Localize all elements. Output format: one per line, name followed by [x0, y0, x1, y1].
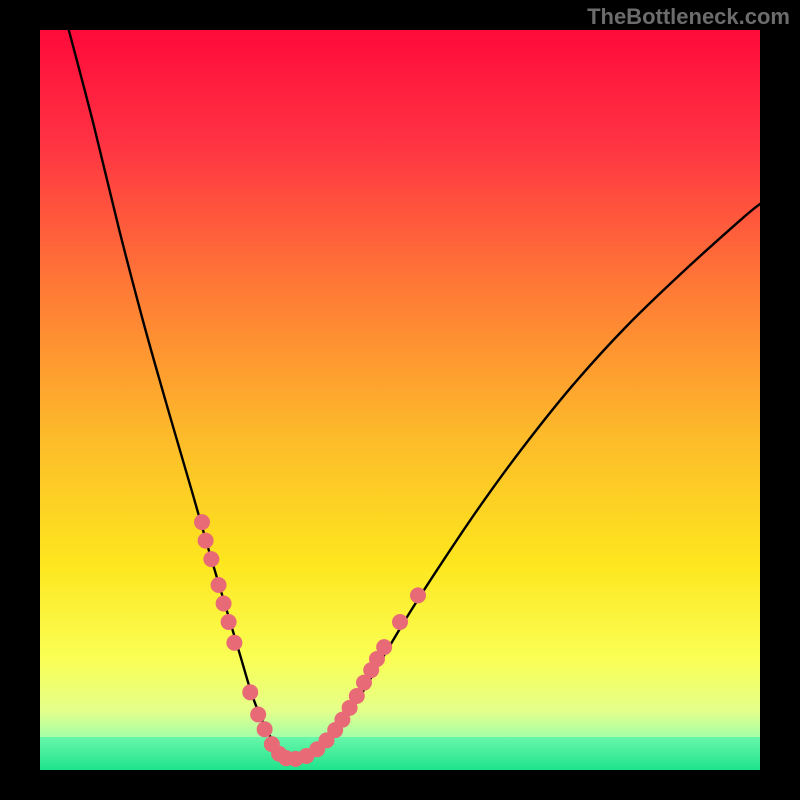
- curve-marker: [203, 551, 219, 567]
- curve-markers-group: [194, 514, 426, 767]
- curve-marker: [198, 533, 214, 549]
- curve-marker: [194, 514, 210, 530]
- curve-marker: [216, 596, 232, 612]
- bottleneck-v-curve: [69, 30, 760, 760]
- curve-marker: [242, 684, 258, 700]
- watermark-text: TheBottleneck.com: [587, 4, 790, 30]
- curve-marker: [410, 587, 426, 603]
- plot-svg-layer: [40, 30, 760, 770]
- curve-marker: [376, 639, 392, 655]
- plot-area: [40, 30, 760, 770]
- curve-marker: [392, 614, 408, 630]
- curve-marker: [221, 614, 237, 630]
- curve-marker: [226, 635, 242, 651]
- curve-marker: [250, 707, 266, 723]
- curve-marker: [257, 721, 273, 737]
- curve-marker: [211, 577, 227, 593]
